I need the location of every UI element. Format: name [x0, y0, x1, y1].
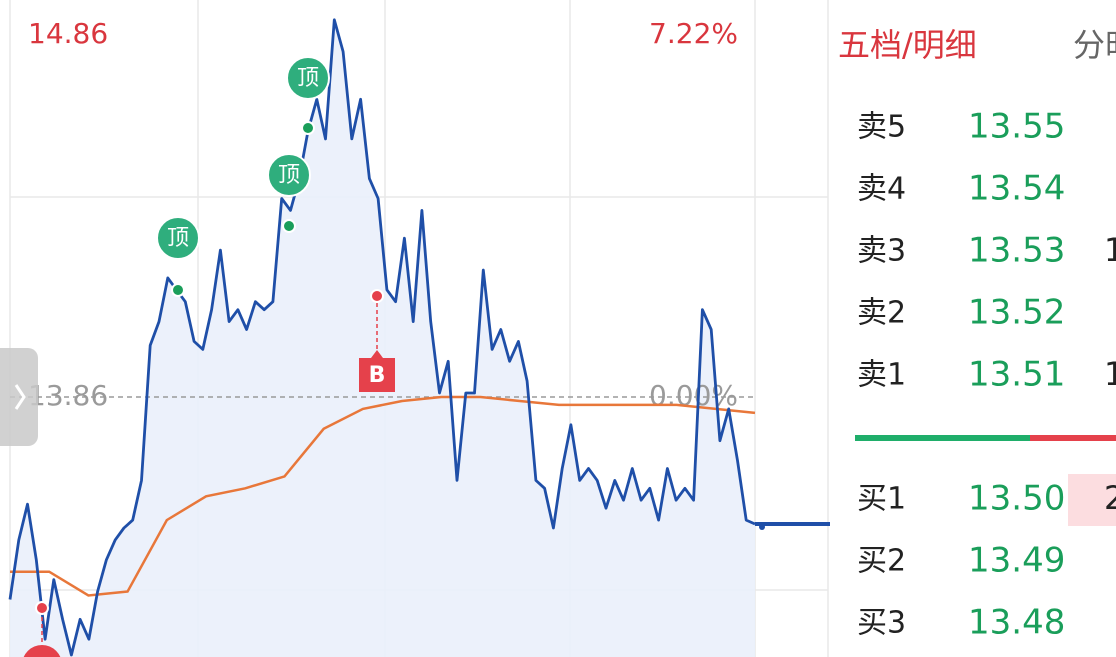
- signal-dot: [35, 601, 49, 615]
- row-label: 买2: [857, 544, 906, 579]
- order-book: 五档/明细 分时卖5 13.55 卖4 13.54 卖3 13.53 1 卖2 13.52 卖1 13…: [838, 26, 1116, 643]
- signal-badge: [156, 216, 200, 260]
- signal-label: 顶: [167, 226, 189, 251]
- row-price: 13.49: [968, 541, 1065, 581]
- row-label: 卖5: [857, 110, 906, 145]
- price-area: [10, 19, 755, 657]
- signal-badge: [267, 153, 311, 197]
- side-handle[interactable]: [0, 348, 38, 446]
- ratio-bar-sell: [1030, 435, 1116, 441]
- price-line: [8, 18, 756, 657]
- panel-title[interactable]: 五档/明细: [838, 26, 977, 64]
- row-label: 买1: [857, 482, 906, 517]
- signal-dot: [282, 219, 296, 233]
- average-line: [10, 395, 756, 597]
- row-label: 买3: [857, 606, 906, 641]
- signal-badge: [286, 56, 330, 100]
- y2-tick-label: 7.22%: [649, 17, 738, 50]
- row-label: 卖2: [857, 296, 906, 331]
- signal-badge: [23, 645, 61, 657]
- panel-tab[interactable]: 分时: [1073, 26, 1116, 64]
- row-label: 卖1: [857, 358, 906, 393]
- y-tick-label: 14.86: [28, 17, 108, 50]
- row-label: 卖3: [857, 234, 906, 269]
- row-volume: 2: [1104, 479, 1116, 517]
- row-price: 13.48: [968, 603, 1065, 643]
- grid: [9, 0, 829, 657]
- signal-dot: [370, 289, 384, 303]
- handle[interactable]: [0, 348, 38, 446]
- row-price: 13.52: [968, 293, 1065, 333]
- signal-label: 顶: [278, 163, 300, 188]
- row-price: 13.53: [968, 231, 1065, 271]
- row-price: 13.50: [968, 479, 1065, 519]
- row-price: 13.55: [968, 107, 1065, 147]
- y-tick-label: 13.86: [28, 379, 108, 412]
- handle-arrow: [14, 384, 26, 410]
- row-label: 卖4: [857, 172, 906, 207]
- signal-dot: [301, 121, 315, 135]
- row-volume: 1: [1104, 355, 1116, 393]
- signal-badge: [359, 350, 395, 392]
- last-price-dot: [759, 524, 765, 531]
- volume-highlight: [1068, 474, 1116, 526]
- ratio-bar-buy: [855, 435, 1030, 441]
- row-price: 13.51: [968, 355, 1065, 395]
- signal-dot: [171, 283, 185, 297]
- signal-label: B: [369, 363, 386, 388]
- row-price: 13.54: [968, 169, 1065, 209]
- row-volume: 1: [1104, 231, 1116, 269]
- signal-label: 顶: [297, 66, 319, 91]
